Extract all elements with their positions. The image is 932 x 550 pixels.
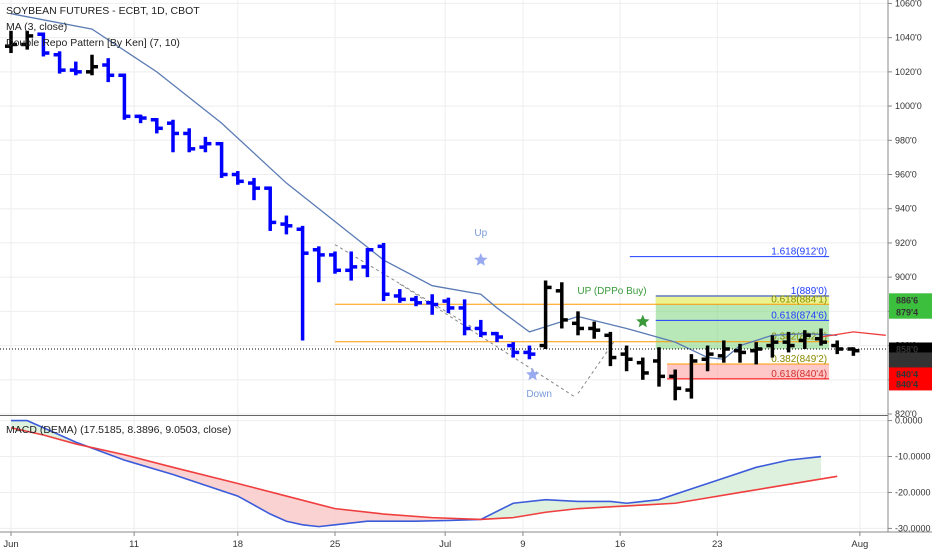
macd-fill-up: [11, 420, 92, 449]
price-label-box: [889, 367, 932, 381]
annotation-label: UP (DPPo Buy): [577, 286, 646, 297]
y-tick-label: 960'0: [895, 169, 917, 179]
x-tick-label: 16: [615, 539, 626, 550]
x-tick-label: 18: [233, 539, 244, 550]
entry-zone: [655, 294, 830, 305]
x-tick-label: 23: [712, 539, 723, 550]
star-icon: [636, 314, 650, 328]
fib-level-label: 0.618(884'1): [771, 294, 827, 305]
price-label-text: 840'4: [896, 369, 918, 379]
macd-tick-label: -10.0000: [895, 452, 931, 462]
ma-line: [10, 13, 838, 360]
x-tick-label: 9: [520, 539, 525, 550]
macd-line: [11, 419, 822, 528]
legend-ma: MA (3, close): [6, 21, 68, 33]
x-tick-label: Jul: [439, 539, 451, 550]
y-tick-label: 900'0: [895, 272, 917, 282]
macd-tick-label: -20.0000: [895, 487, 931, 497]
pattern-line: [577, 341, 615, 394]
fib-level-label: 1(889'0): [791, 286, 827, 297]
price-label-box: [889, 342, 932, 356]
y-tick-label: 1060'0: [895, 0, 922, 8]
y-tick-label: 820'0: [895, 409, 917, 419]
projection-line: [820, 331, 886, 338]
y-tick-label: 1040'0: [895, 33, 922, 43]
price-label-text: 879'4: [896, 308, 918, 318]
x-tick-label: Aug: [851, 539, 868, 550]
signal-line: [10, 427, 838, 521]
legend-macd: MACD (DEMA) (17.5185, 8.3896, 9.0503, cl…: [6, 424, 232, 436]
x-tick-label: Jun: [3, 539, 18, 550]
star-icon: [474, 253, 488, 266]
legend-pattern: Double Repo Pattern [By Ken] (7, 10): [6, 37, 180, 49]
macd-tick-label: -30.0000: [895, 523, 931, 533]
y-tick-label: 940'0: [895, 204, 917, 214]
price-label-text: 840'4: [896, 379, 918, 389]
fib-level-label: 0.618(840'4): [771, 369, 827, 380]
y-tick-label: 980'0: [895, 135, 917, 145]
price-label-text: 858'0: [896, 344, 918, 354]
price-label-text: 886'6: [896, 295, 918, 305]
macd-fill-up: [480, 456, 821, 520]
legend-title: SOYBEAN FUTURES - ECBT, 1D, CBOT: [6, 5, 200, 17]
fib-level-label: 0.618(874'6): [771, 310, 827, 321]
price-label-box: [889, 352, 932, 366]
y-tick-label: 920'0: [895, 238, 917, 248]
fib-level-label: 0.382(849'2): [771, 354, 827, 365]
fib-level-label: 1.618(912'0): [771, 247, 827, 258]
price-label-box: [889, 293, 932, 307]
y-tick-label: 1020'0: [895, 67, 922, 77]
fib-level-label: 0.382(862'2): [771, 332, 827, 343]
price-label-box: [889, 377, 932, 391]
pattern-line: [399, 283, 576, 398]
x-tick-label: 11: [129, 539, 139, 550]
price-label-box: [889, 305, 932, 319]
price-axis-bg: [888, 0, 932, 550]
y-tick-label: 1000'0: [895, 101, 922, 111]
annotation-label: Up: [474, 228, 487, 239]
price-label-text: 849'2: [896, 354, 918, 364]
x-tick-label: 25: [330, 539, 341, 550]
star-icon: [526, 367, 540, 381]
annotation-label: Down: [526, 389, 552, 400]
macd-tick-label: 0.0000: [895, 416, 923, 426]
